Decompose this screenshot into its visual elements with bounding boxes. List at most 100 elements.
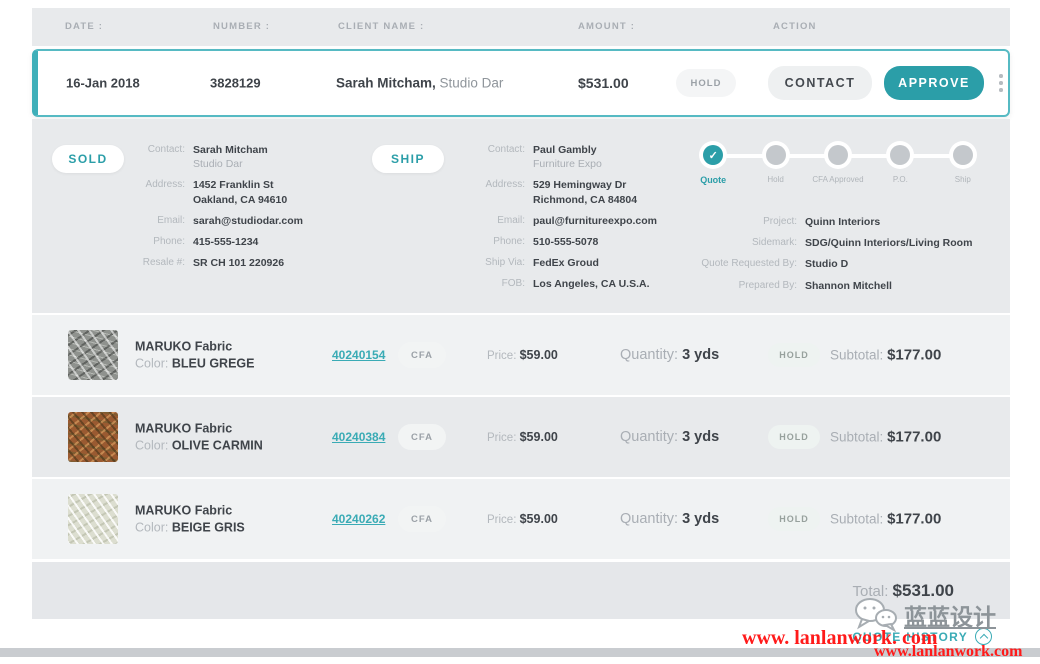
watermark-url-small: www.lanlanwork.com xyxy=(874,643,1023,660)
item-quantity: Quantity: 3 yds xyxy=(620,511,720,527)
ship-phone-row: Phone: 510-555-5078 xyxy=(400,235,657,249)
sold-address-row: Address: 1452 Franklin St Oakland, CA 94… xyxy=(70,178,303,206)
item-hold-badge[interactable]: HOLD xyxy=(768,425,820,449)
cfa-badge[interactable]: CFA xyxy=(398,424,446,450)
field-label: Address: xyxy=(485,179,525,191)
ship-info: Contact: Paul Gambly Furniture Expo Addr… xyxy=(400,143,657,298)
item-name-block: MARUKO Fabric Color: BEIGE GRIS xyxy=(135,504,245,535)
step-circle: ✓ xyxy=(948,141,977,169)
total-row: Total: $531.00 xyxy=(32,562,1010,619)
client-company: Studio Dar xyxy=(439,75,504,91)
field-value: Sarah Mitcham Studio Dar xyxy=(193,144,268,171)
ship-contact-row: Contact: Paul Gambly Furniture Expo xyxy=(400,143,657,171)
field-value: FedEx Groud xyxy=(533,257,599,270)
field-value: Quinn Interiors xyxy=(805,216,881,228)
quote-number: 3828129 xyxy=(210,75,261,91)
item-hold-badge[interactable]: HOLD xyxy=(768,343,820,367)
step-label: Ship xyxy=(954,175,971,184)
more-options-icon[interactable] xyxy=(994,72,1008,94)
step-cfa-approved[interactable]: ✓ CFA Approved xyxy=(807,141,869,186)
field-label: Sidemark: xyxy=(751,237,797,249)
item-name: MARUKO Fabric xyxy=(135,339,233,354)
quote-history-link[interactable]: QUOTE HISTORY xyxy=(852,628,992,645)
total-value: $531.00 xyxy=(892,580,954,600)
step-circle: ✓ xyxy=(699,141,728,169)
ship-address-row: Address: 529 Hemingway Dr Richmond, CA 8… xyxy=(400,178,657,206)
ship-fob-row: FOB: Los Angeles, CA U.S.A. xyxy=(400,277,657,291)
cfa-badge[interactable]: CFA xyxy=(398,342,446,368)
contact-button[interactable]: CONTACT xyxy=(768,66,872,100)
sold-badge[interactable]: SOLD xyxy=(52,145,124,173)
ship-email-row: Email: paul@furnitureexpo.com xyxy=(400,214,657,228)
prepared-by-row: Prepared By: Shannon Mitchell xyxy=(632,279,972,293)
project-row: Project: Quinn Interiors xyxy=(632,215,972,229)
color-value: BLEU GREGE xyxy=(171,356,255,371)
field-label: Contact: xyxy=(147,144,185,155)
quote-client: Sarah Mitcham, Studio Dar xyxy=(336,76,503,91)
sold-phone-row: Phone: 415-555-1234 xyxy=(70,235,303,249)
fabric-swatch-image xyxy=(68,494,118,544)
field-value: Los Angeles, CA U.S.A. xyxy=(533,278,650,291)
watermark-brand-text: 蓝蓝设计 xyxy=(904,604,996,630)
step-label: Hold xyxy=(767,175,784,184)
watermark-logo: 蓝蓝设计 xyxy=(854,596,996,632)
field-label: Email: xyxy=(157,214,185,226)
line-item-row: MARUKO Fabric Color: BEIGE GRIS 40240262… xyxy=(32,479,1010,559)
field-value: Shannon Mitchell xyxy=(805,279,892,292)
quote-detail-panel: SOLD Contact: Sarah Mitcham Studio Dar A… xyxy=(32,119,1010,313)
step-po[interactable]: ✓ P.O. xyxy=(869,141,931,186)
cfa-badge[interactable]: CFA xyxy=(398,506,446,532)
line-item-row: MARUKO Fabric Color: BLEU GREGE 40240154… xyxy=(32,315,1010,395)
step-hold[interactable]: ✓ Hold xyxy=(744,141,806,186)
step-label: CFA Approved xyxy=(812,175,864,184)
column-client-sort[interactable]: CLIENT NAME : xyxy=(338,21,425,32)
field-label: Quote Requested By: xyxy=(701,258,797,270)
color-value: OLIVE CARMIN xyxy=(171,438,263,453)
quote-progress-stepper: ✓ Quote ✓ Hold ✓ CFA Approv xyxy=(682,141,994,186)
total-label: Total: xyxy=(852,582,889,600)
quote-history-label: QUOTE HISTORY xyxy=(852,629,968,644)
field-label: Resale #: xyxy=(142,257,185,269)
color-label: Color: xyxy=(135,438,169,453)
item-quantity: Quantity: 3 yds xyxy=(620,347,720,363)
item-sku-link[interactable]: 40240384 xyxy=(332,430,386,444)
chat-bubbles-icon xyxy=(855,598,897,632)
field-value: 529 Hemingway Dr Richmond, CA 84804 xyxy=(533,179,638,206)
field-value: Paul Gambly Furniture Expo xyxy=(533,144,602,171)
item-name-block: MARUKO Fabric Color: BLEU GREGE xyxy=(135,340,254,371)
field-label: Ship Via: xyxy=(485,257,525,269)
item-name-block: MARUKO Fabric Color: OLIVE CARMIN xyxy=(135,422,263,453)
order-total: Total: $531.00 xyxy=(853,581,954,601)
check-icon: ✓ xyxy=(708,149,718,162)
approve-button[interactable]: APPROVE xyxy=(884,66,984,100)
hold-button[interactable]: HOLD xyxy=(676,69,736,97)
field-value: sarah@studiodar.com xyxy=(193,214,304,227)
client-name: Sarah Mitcham, xyxy=(336,75,436,91)
item-sku-link[interactable]: 40240262 xyxy=(332,512,386,526)
item-sku-link[interactable]: 40240154 xyxy=(332,348,386,362)
column-date-sort[interactable]: DATE : xyxy=(65,21,104,32)
field-label: Phone: xyxy=(153,235,185,247)
step-ship[interactable]: ✓ Ship xyxy=(932,141,994,186)
field-value: 415-555-1234 xyxy=(193,235,259,248)
step-label: P.O. xyxy=(892,175,908,184)
sold-contact-row: Contact: Sarah Mitcham Studio Dar xyxy=(70,143,303,171)
item-hold-badge[interactable]: HOLD xyxy=(768,507,820,531)
column-amount-sort[interactable]: AMOUNT : xyxy=(578,21,636,32)
ship-badge[interactable]: SHIP xyxy=(372,145,444,173)
watermark-url-large: www. lanlanwork. com xyxy=(742,627,938,649)
item-subtotal: Subtotal: $177.00 xyxy=(830,428,942,446)
color-label: Color: xyxy=(135,520,169,535)
quote-row-card[interactable]: 16-Jan 2018 3828129 Sarah Mitcham, Studi… xyxy=(32,49,1010,117)
field-value: 1452 Franklin St Oakland, CA 94610 xyxy=(193,179,288,206)
item-name: MARUKO Fabric xyxy=(135,421,233,436)
item-subtotal: Subtotal: $177.00 xyxy=(830,510,942,528)
step-circle: ✓ xyxy=(886,141,915,169)
field-label: Project: xyxy=(763,216,797,227)
color-value: BEIGE GRIS xyxy=(171,520,245,535)
step-quote[interactable]: ✓ Quote xyxy=(682,141,744,186)
field-value: paul@furnitureexpo.com xyxy=(533,214,658,227)
column-number-sort[interactable]: NUMBER : xyxy=(213,21,271,32)
requested-by-row: Quote Requested By: Studio D xyxy=(632,257,972,271)
step-circle: ✓ xyxy=(761,141,790,169)
